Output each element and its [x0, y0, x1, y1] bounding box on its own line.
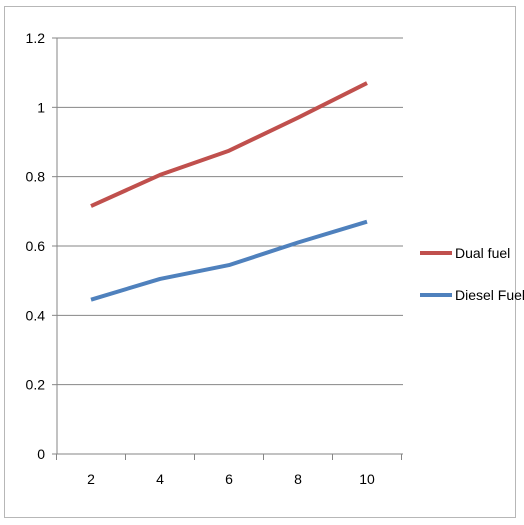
y-tick-label: 1.2 — [26, 30, 46, 46]
series-line-1 — [90, 219, 368, 302]
legend-label-1: Diesel Fuel — [455, 287, 524, 303]
series — [90, 81, 368, 302]
y-tick-label: 0 — [37, 446, 45, 462]
legend: Dual fuel Diesel Fuel — [420, 245, 524, 303]
y-tick-label: 0.4 — [26, 307, 46, 323]
x-tick-label: 8 — [294, 471, 302, 487]
x-tick-label: 6 — [225, 471, 233, 487]
chart-frame — [4, 6, 516, 518]
axes: 0 0.2 0.4 0.6 0.8 1 1.2 2 4 6 8 10 — [26, 30, 403, 487]
gridlines — [57, 37, 403, 386]
x-tick-label: 4 — [156, 471, 164, 487]
x-tick-label: 2 — [87, 471, 95, 487]
y-tick-label: 0.8 — [26, 169, 46, 185]
y-tick-label: 1 — [37, 99, 45, 115]
y-tick-label: 0.2 — [26, 377, 46, 393]
x-tick-label: 10 — [359, 471, 375, 487]
series-line-0 — [90, 81, 368, 208]
y-tick-label: 0.6 — [26, 238, 46, 254]
legend-label-0: Dual fuel — [455, 245, 510, 261]
